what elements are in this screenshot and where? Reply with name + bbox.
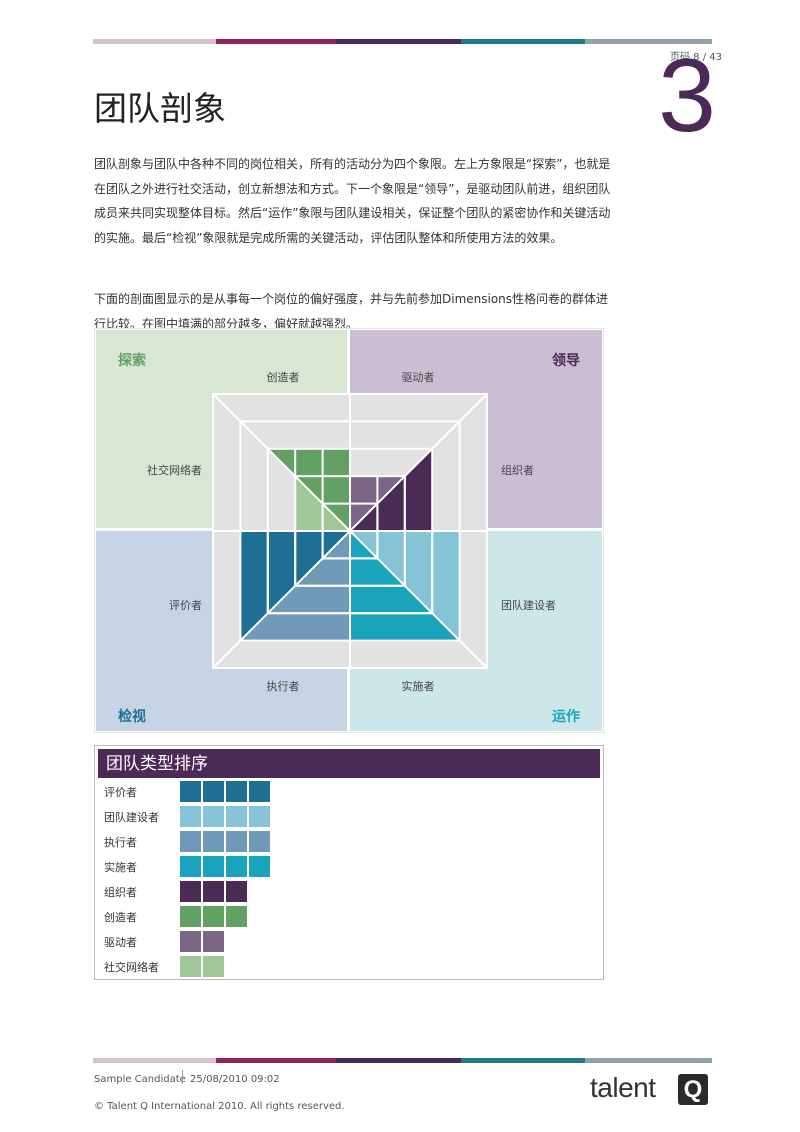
bar-segment [216,1058,336,1063]
logo-wordmark: talent [590,1072,656,1103]
bar-segment [461,39,585,44]
role-label-executor: 执行者 [267,679,300,693]
bar-segment [93,1058,216,1063]
bar-segment [93,39,216,44]
ranking-score-block [203,881,224,902]
bar-segment [585,1058,712,1063]
bar-segment [216,39,336,44]
ranking-title: 团队类型排序 [98,749,600,778]
footer-separator [182,1070,183,1084]
bar-segment [585,39,712,44]
ranking-score-block [180,906,201,927]
ranking-score-block [203,806,224,827]
ranking-score-block [180,956,201,977]
ranking-score-block [203,831,224,852]
ranking-score-block [203,906,224,927]
ranking-score-block [249,831,270,852]
ranking-label: 社交网络者 [104,961,159,974]
review-label: 检视 [118,708,146,725]
ranking-label: 执行者 [104,836,137,849]
footer-color-bar [93,1058,712,1063]
ranking-score-block [226,906,247,927]
role-label-implementer: 实施者 [402,679,435,693]
ranking-label: 驱动者 [104,936,137,949]
ranking-score-bar [180,931,226,952]
ranking-score-block [203,956,224,977]
ranking-label: 实施者 [104,861,137,874]
role-label-networker: 社交网络者 [147,463,202,477]
ranking-score-block [180,931,201,952]
team-type-ranking: 团队类型排序 评价者团队建设者执行者实施者组织者创造者驱动者社交网络者 [94,745,604,980]
bar-segment [461,1058,585,1063]
ranking-row: 评价者 [95,781,603,803]
ranking-score-bar [180,806,272,827]
talentq-logo: talent Q [590,1072,715,1108]
role-label-organiser: 组织者 [501,463,534,477]
ranking-label: 团队建设者 [104,811,159,824]
ranking-score-bar [180,781,272,802]
ranking-row: 组织者 [95,881,603,903]
explore-label: 探索 [118,352,146,369]
ranking-score-block [203,781,224,802]
ranking-score-bar [180,856,272,877]
ranking-score-block [249,781,270,802]
role-label-team-builder: 团队建设者 [501,598,556,612]
ranking-score-block [226,881,247,902]
ranking-score-bar [180,881,249,902]
logo-q-mark: Q [678,1074,708,1105]
ranking-label: 评价者 [104,786,137,799]
role-label-evaluator: 评价者 [169,599,202,612]
ranking-score-block [249,856,270,877]
ranking-row: 创造者 [95,906,603,928]
page-title: 团队剖象 [94,89,226,128]
report-date: 25/08/2010 09:02 [190,1074,280,1085]
candidate-name: Sample Candidate [94,1074,186,1085]
bar-segment [336,1058,461,1063]
ranking-score-block [226,831,247,852]
ranking-score-block [249,806,270,827]
role-label-driver: 驱动者 [402,371,435,384]
ranking-score-bar [180,956,226,977]
ranking-score-block [226,781,247,802]
bar-segment [336,39,461,44]
chapter-number: 3 [658,38,716,154]
page-number: 页码 8 / 43 [670,52,722,63]
ranking-score-block [203,931,224,952]
ranking-row: 实施者 [95,856,603,878]
ranking-score-block [180,781,201,802]
team-profile-diagram: 探索 领导 检视 运作 创造者 驱动者 组织者 团队建设者 实施者 执行者 评价… [94,328,604,733]
ranking-score-bar [180,906,249,927]
explanation-paragraph: 下面的剖面图显示的是从事每一个岗位的偏好强度，并与先前参加Dimensions性… [94,292,609,331]
ranking-score-block [180,831,201,852]
ranking-score-block [180,881,201,902]
lead-label: 领导 [552,352,580,369]
ranking-score-bar [180,831,272,852]
operate-label: 运作 [552,708,580,725]
ranking-row: 驱动者 [95,931,603,953]
ranking-label: 创造者 [104,911,137,924]
ranking-label: 组织者 [104,886,137,899]
role-label-creator: 创造者 [267,370,300,384]
ranking-score-block [226,856,247,877]
intro-paragraph: 团队剖象与团队中各种不同的岗位相关，所有的活动分为四个象限。左上方象限是“探索”… [94,157,611,245]
ranking-score-block [203,856,224,877]
header-color-bar [93,39,712,44]
ranking-score-block [226,806,247,827]
ranking-row: 团队建设者 [95,806,603,828]
ranking-row: 执行者 [95,831,603,853]
ranking-row: 社交网络者 [95,956,603,978]
copyright-notice: © Talent Q International 2010. All right… [94,1101,345,1112]
ranking-score-block [180,856,201,877]
ranking-score-block [180,806,201,827]
